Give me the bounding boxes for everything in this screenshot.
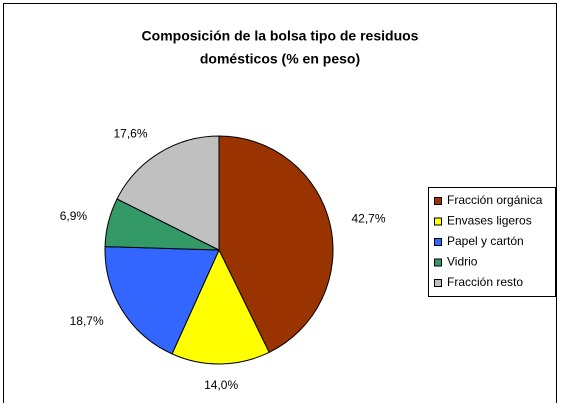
legend-swatch xyxy=(434,258,442,267)
legend-label: Fracción resto xyxy=(447,275,523,289)
pie-slice xyxy=(104,246,220,355)
legend-label: Vidrio xyxy=(447,255,478,269)
legend-label: Papel y cartón xyxy=(447,234,524,248)
legend-swatch xyxy=(434,279,442,287)
data-label: 42,7% xyxy=(351,211,385,225)
data-label: 6,9% xyxy=(60,209,88,223)
chart-title: domésticos (% en peso) xyxy=(200,51,360,67)
data-label: 14,0% xyxy=(204,378,238,392)
legend-swatch xyxy=(434,238,442,246)
data-label: 18,7% xyxy=(70,314,104,328)
pie-slice xyxy=(218,135,334,354)
data-label: 17,6% xyxy=(113,126,147,140)
legend-label: Envases ligeros xyxy=(447,214,532,228)
legend-swatch xyxy=(434,197,442,205)
pie-slice xyxy=(116,135,220,251)
legend-label: Fracción orgánica xyxy=(447,193,543,207)
legend-swatch xyxy=(434,217,442,226)
pie-slice xyxy=(171,248,270,365)
chart-title: Composición de la bolsa tipo de residuos xyxy=(142,28,419,44)
legend-box xyxy=(428,187,556,297)
